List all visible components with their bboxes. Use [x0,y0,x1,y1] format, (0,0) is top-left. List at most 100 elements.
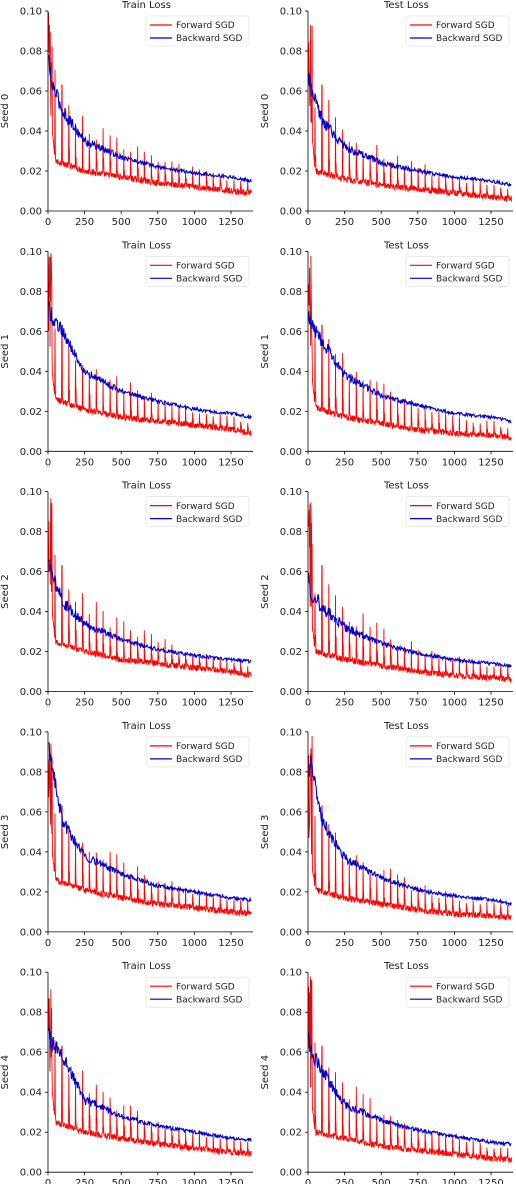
legend-label: Backward SGD [176,275,243,285]
x-tick-label: 1250 [218,217,243,228]
y-tick-label: 0.06 [280,567,302,578]
y-tick-label: 0.10 [280,247,302,258]
y-tick-label: 0.04 [20,367,42,378]
x-tick-label: 500 [112,217,131,228]
x-tick-label: 500 [372,457,391,468]
x-tick-label: 0 [305,457,311,468]
y-tick-label: 0.08 [20,47,42,58]
y-tick-label: 0.06 [280,327,302,338]
legend: Forward SGD Backward SGD [405,255,510,287]
series-line-backward-sgd [48,301,252,420]
x-tick-label: 750 [148,938,167,949]
series-line-backward-sgd [48,54,252,184]
chart-panel-0: 0.00 0.02 0.04 0.06 0.08 0.10 0 250 500 750 1000 12… [0,0,253,228]
series-line-backward-sgd [48,742,252,903]
x-tick-label: 250 [75,1178,94,1184]
series-line-forward-sgd [48,743,252,917]
y-tick-label: 0.02 [20,407,42,418]
y-tick-label: 0.06 [20,87,42,98]
legend-label: Forward SGD [436,502,495,512]
x-tick-label: 750 [408,698,427,709]
y-tick-label: 0.02 [20,647,42,658]
legend: Forward SGD Backward SGD [405,976,510,1008]
x-tick-label: 0 [45,938,51,949]
x-tick-label: 750 [408,217,427,228]
y-axis-label: Seed 4 [260,1055,271,1090]
x-tick-label: 750 [148,698,167,709]
chart-panel-2: 0.00 0.02 0.04 0.06 0.08 0.10 0 250 500 750 1000 12… [0,240,253,468]
x-tick-label: 1000 [182,938,207,949]
legend: Forward SGD Backward SGD [405,496,510,527]
y-axis-label: Seed 0 [260,94,271,129]
y-tick-label: 0.08 [20,1008,42,1019]
y-tick-label: 0.02 [280,167,302,178]
x-tick-label: 500 [372,1178,391,1184]
series-line-backward-sgd [308,572,512,669]
legend-label: Forward SGD [436,982,495,992]
legend-label: Forward SGD [436,21,495,31]
y-tick-label: 0.00 [280,207,302,218]
series-line-forward-sgd [48,253,252,437]
x-tick-label: 750 [408,1178,427,1184]
y-tick-label: 0.10 [20,968,42,979]
x-tick-label: 1000 [442,698,467,709]
series-line-forward-sgd [308,24,512,202]
y-axis-label: Seed 2 [260,574,271,609]
legend-label: Backward SGD [436,755,503,765]
panel-title: Test Loss [383,721,429,732]
chart-panel-4: 0.00 0.02 0.04 0.06 0.08 0.10 0 250 500 750 1000 12… [0,481,253,709]
x-tick-label: 250 [75,698,94,709]
y-tick-label: 0.08 [20,287,42,298]
y-tick-label: 0.08 [20,767,42,778]
panel-title: Test Loss [383,240,429,251]
y-tick-label: 0.04 [20,847,42,858]
legend: Forward SGD Backward SGD [145,496,250,527]
y-tick-label: 0.08 [280,1008,302,1019]
y-tick-label: 0.08 [20,527,42,538]
y-tick-label: 0.00 [280,447,302,458]
series-line-forward-sgd [48,989,252,1158]
legend-label: Forward SGD [176,21,235,31]
legend: Forward SGD Backward SGD [145,15,250,47]
panel-title: Test Loss [383,961,429,972]
legend-label: Backward SGD [176,755,243,765]
legend-label: Backward SGD [436,34,503,44]
x-tick-label: 1250 [218,457,243,468]
x-tick-label: 1000 [182,698,207,709]
series-line-forward-sgd [308,735,512,921]
y-axis-label: Seed 3 [260,815,271,850]
legend-label: Forward SGD [176,742,235,752]
panel-title: Train Loss [121,481,171,492]
series-line-forward-sgd [308,255,512,442]
x-tick-label: 1250 [478,1178,503,1184]
x-tick-label: 750 [408,938,427,949]
y-tick-label: 0.04 [20,607,42,618]
legend: Forward SGD Backward SGD [405,736,510,768]
y-tick-label: 0.02 [280,887,302,898]
y-tick-label: 0.10 [280,968,302,979]
y-axis-label: Seed 3 [0,815,11,850]
panel-title: Test Loss [383,0,429,11]
x-tick-label: 500 [112,698,131,709]
legend-label: Forward SGD [436,262,495,272]
y-tick-label: 0.06 [20,807,42,818]
series-line-forward-sgd [308,976,512,1163]
y-tick-label: 0.00 [20,687,42,698]
series-line-backward-sgd [308,311,512,424]
y-tick-label: 0.10 [20,487,42,498]
x-tick-label: 500 [112,938,131,949]
x-tick-label: 500 [112,1178,131,1184]
y-tick-label: 0.04 [20,127,42,138]
x-tick-label: 1000 [442,217,467,228]
x-tick-label: 0 [45,698,51,709]
legend: Forward SGD Backward SGD [405,15,510,47]
x-tick-label: 750 [148,217,167,228]
y-axis-label: Seed 1 [260,334,271,369]
chart-panel-5: 0.00 0.02 0.04 0.06 0.08 0.10 0 250 500 750 1000 12… [260,481,513,709]
legend-label: Backward SGD [436,515,503,525]
y-tick-label: 0.04 [280,607,302,618]
y-tick-label: 0.08 [280,47,302,58]
chart-panel-1: 0.00 0.02 0.04 0.06 0.08 0.10 0 250 500 750 1000 12… [260,0,513,228]
x-tick-label: 750 [408,457,427,468]
